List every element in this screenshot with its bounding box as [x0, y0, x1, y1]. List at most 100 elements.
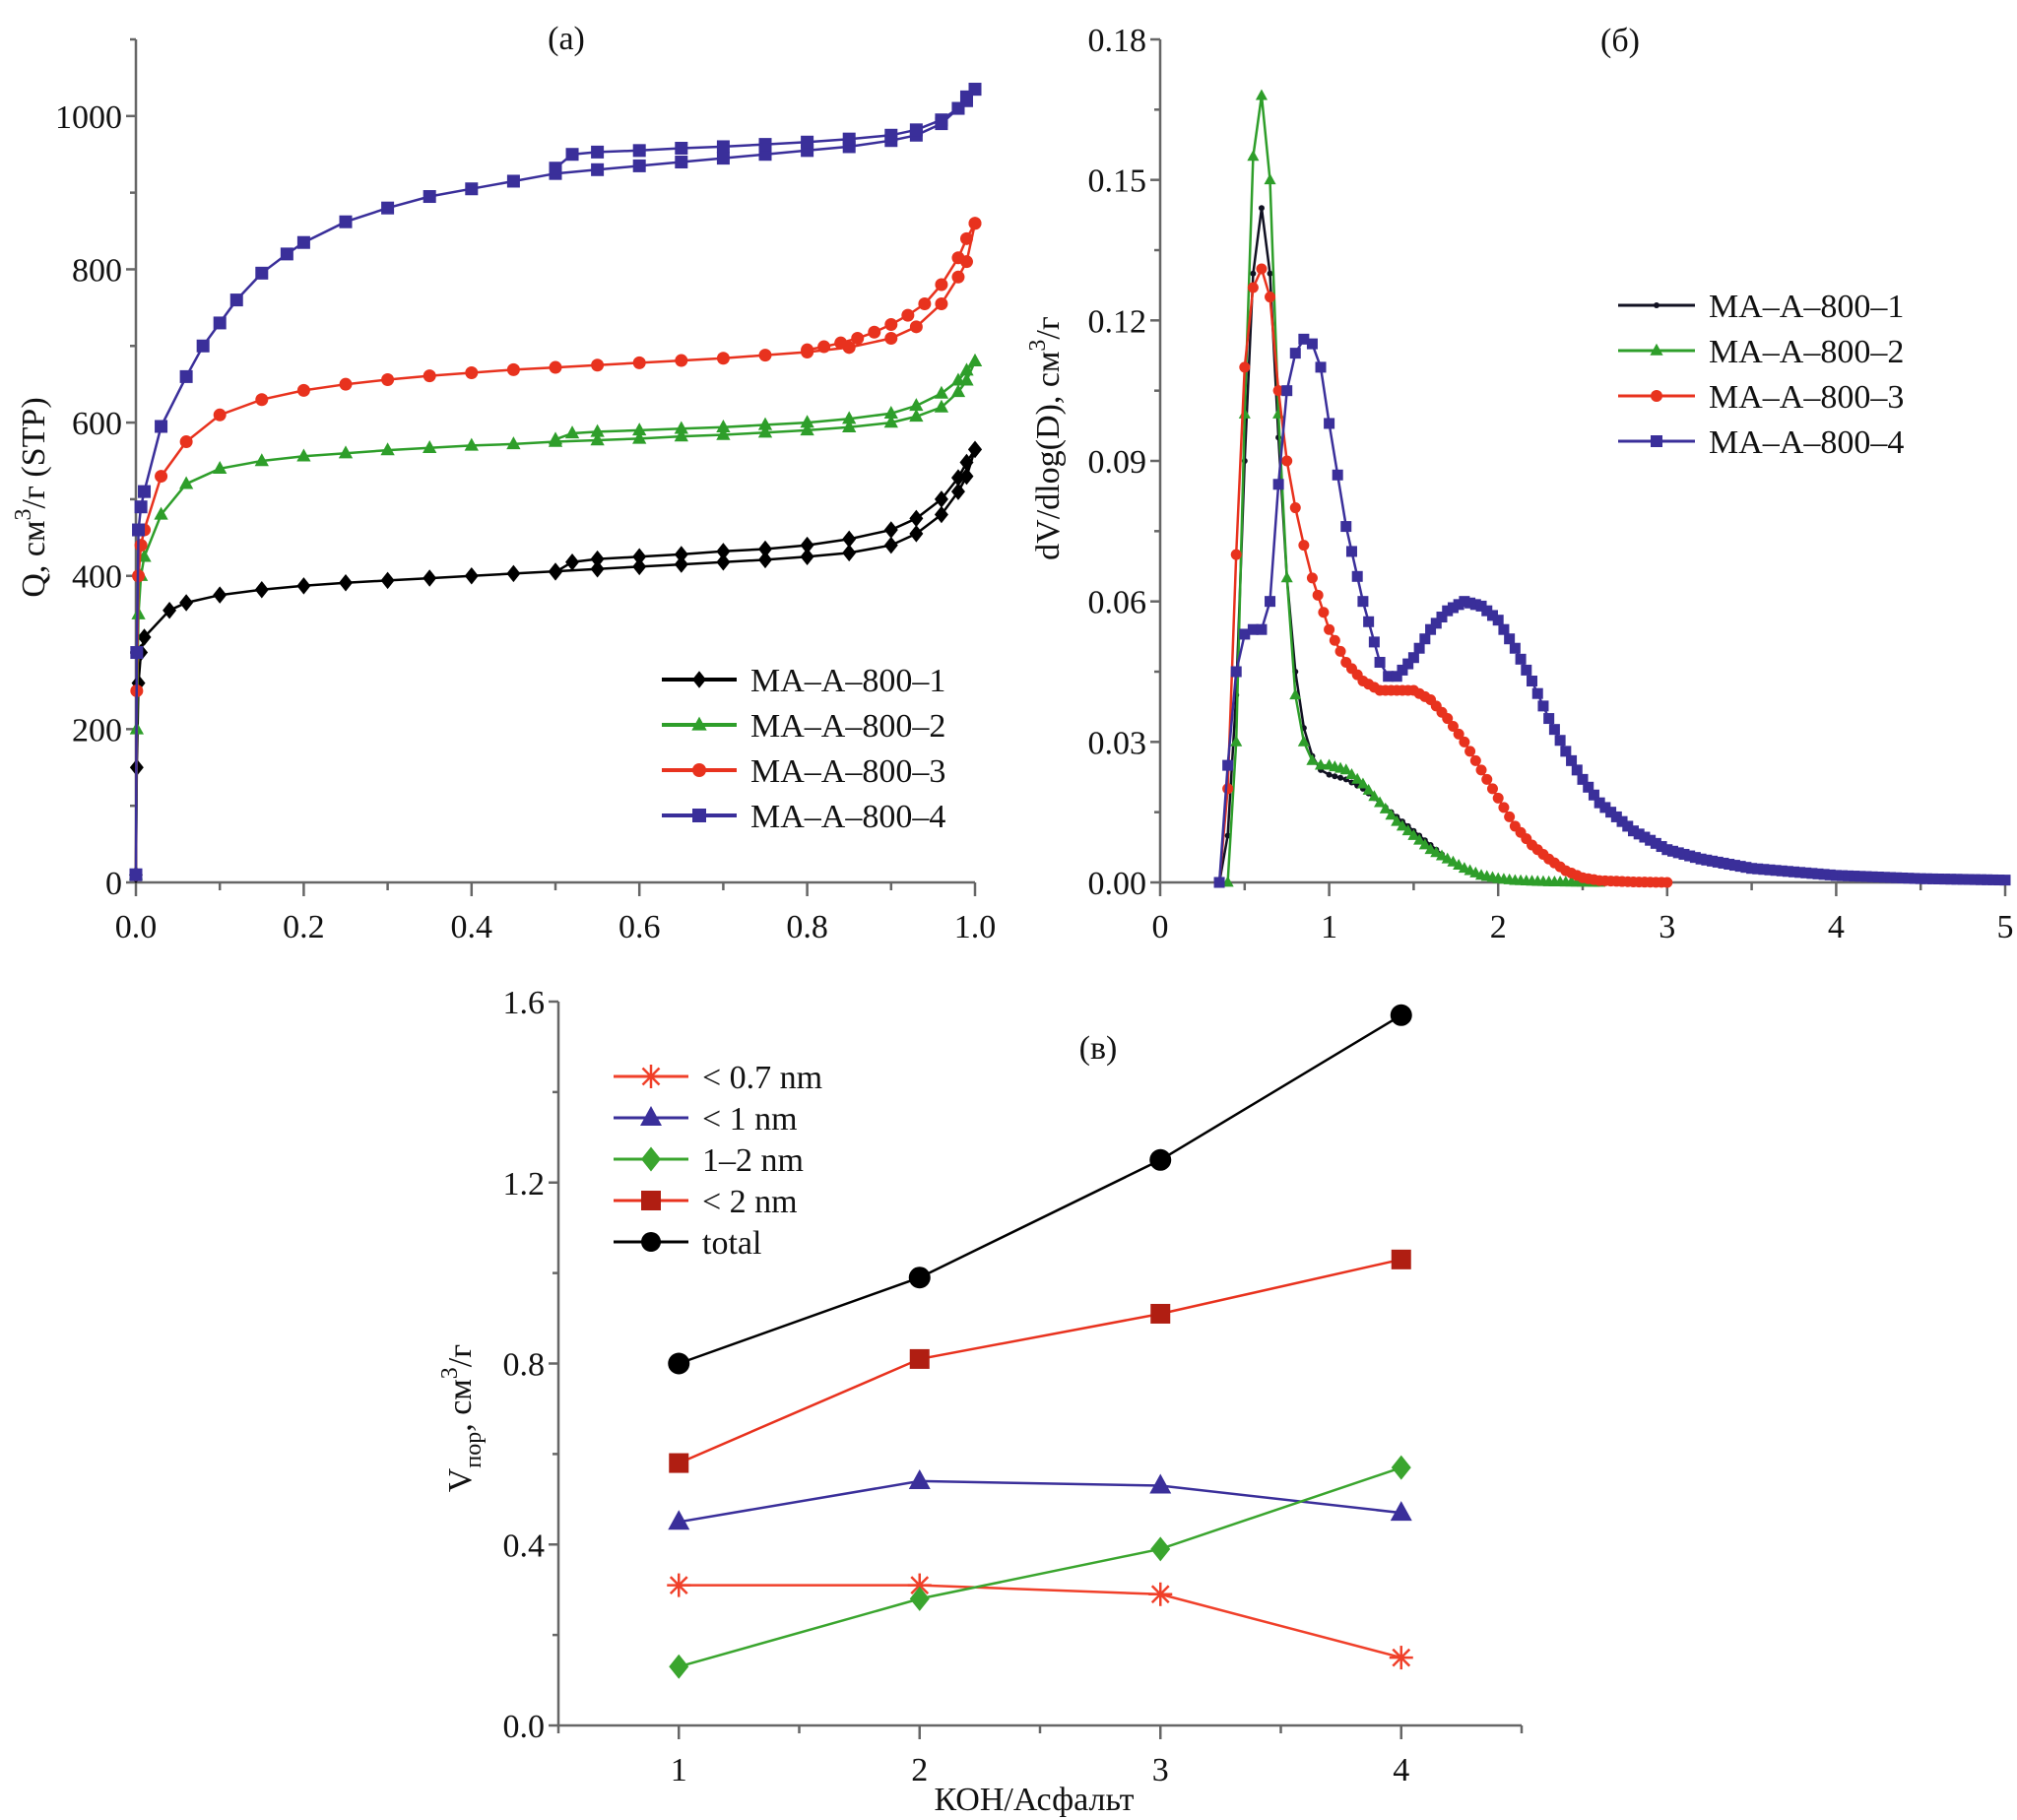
data-point [1339, 763, 1352, 775]
data-point [1315, 361, 1327, 373]
legend-item: MA–A–800–4 [662, 799, 945, 835]
data-point [1915, 873, 1926, 884]
data-point [1289, 502, 1301, 514]
data-point [716, 140, 730, 154]
data-point [1326, 771, 1333, 778]
data-point [800, 536, 814, 554]
data-point [1794, 867, 1806, 878]
legend-item: < 1 nm [614, 1101, 798, 1138]
data-point [1818, 869, 1830, 880]
data-point [632, 430, 647, 444]
data-point [1413, 833, 1426, 845]
data-point [959, 467, 974, 486]
data-point [1509, 642, 1521, 654]
data-point [1265, 292, 1276, 303]
data-point [1368, 636, 1380, 648]
data-point [1356, 777, 1369, 789]
panel-a-y-axis-title: Q, см3/г (STP) [11, 397, 52, 597]
data-point [1239, 361, 1251, 373]
data-point [178, 476, 194, 489]
data-point [1385, 809, 1398, 820]
data-point [1594, 797, 1605, 809]
data-point [1667, 845, 1679, 857]
data-point [674, 555, 688, 573]
data-point [1560, 746, 1572, 757]
data-point [1247, 150, 1260, 162]
data-point [669, 1654, 689, 1679]
data-point [1661, 877, 1673, 888]
data-point [179, 594, 194, 612]
x-tick-label: 1 [1321, 909, 1337, 945]
data-point [1391, 814, 1403, 826]
data-point [1447, 720, 1459, 732]
data-point [1391, 1455, 1411, 1480]
data-point [1571, 764, 1583, 776]
data-point [884, 128, 898, 142]
data-point [1789, 866, 1799, 878]
legend-item: 1–2 nm [614, 1142, 804, 1179]
data-point [1363, 616, 1375, 627]
data-point [909, 123, 923, 137]
data-point [1264, 173, 1276, 185]
data-point [842, 419, 857, 432]
legend-label: MA–A–800–3 [1709, 379, 1904, 416]
data-point [1577, 773, 1589, 785]
panel-b-ylabel-main: dV/dlog(D), см [1030, 352, 1067, 560]
data-point [883, 415, 898, 428]
data-point [1332, 773, 1338, 780]
data-point [229, 293, 243, 307]
data-point [951, 270, 965, 284]
data-point [339, 573, 353, 592]
data-point [1718, 857, 1729, 869]
data-point [909, 1348, 930, 1369]
data-point [909, 398, 924, 412]
data-point [842, 411, 857, 424]
data-point [1351, 772, 1364, 784]
data-point [1401, 824, 1414, 836]
x-tick-label: 0.0 [115, 909, 158, 945]
data-point [1391, 1249, 1411, 1269]
data-point [959, 362, 974, 376]
legend-item: MA–A–800–1 [1618, 289, 1904, 325]
data-point [1897, 872, 1909, 883]
data-point [1860, 871, 1872, 882]
data-point [934, 385, 949, 399]
legend-item: MA–A–800–3 [662, 753, 945, 790]
data-point [1527, 676, 1538, 687]
legend-label: MA–A–800–4 [1709, 424, 1904, 461]
series-line [679, 1584, 1402, 1659]
legend-item: MA–A–800–2 [662, 708, 945, 745]
data-point [590, 423, 605, 437]
data-point [1633, 828, 1645, 840]
data-point [339, 215, 353, 228]
data-point [1554, 735, 1566, 747]
data-point [800, 422, 814, 436]
x-tick-label: 2 [911, 1752, 928, 1788]
panel-c-label: (в) [1079, 1030, 1118, 1067]
series-1 [667, 1573, 1413, 1670]
data-point [1337, 774, 1344, 781]
data-point [380, 571, 395, 590]
x-tick-label: 5 [1997, 909, 2014, 945]
data-point [669, 1453, 689, 1473]
data-point [1678, 848, 1690, 860]
data-point [464, 437, 479, 451]
data-point [1661, 844, 1673, 856]
panel-b-label: (б) [1600, 23, 1640, 59]
data-point-stroke [910, 1576, 930, 1594]
data-point [132, 523, 146, 537]
legend-item: < 0.7 nm [614, 1060, 822, 1096]
data-point [1486, 610, 1498, 621]
data-point [1566, 754, 1578, 766]
data-point [1806, 868, 1818, 879]
data-point [1150, 1536, 1171, 1562]
data-point [1975, 874, 1986, 885]
legend-marker-asterisk-icon-stroke [641, 1067, 661, 1086]
y-tick-label: 0.4 [503, 1528, 546, 1564]
data-point [1891, 872, 1903, 883]
data-point [1374, 796, 1387, 808]
data-point [1746, 863, 1758, 875]
data-point [909, 320, 923, 334]
series-line [678, 1258, 1402, 1464]
data-point [801, 343, 814, 357]
